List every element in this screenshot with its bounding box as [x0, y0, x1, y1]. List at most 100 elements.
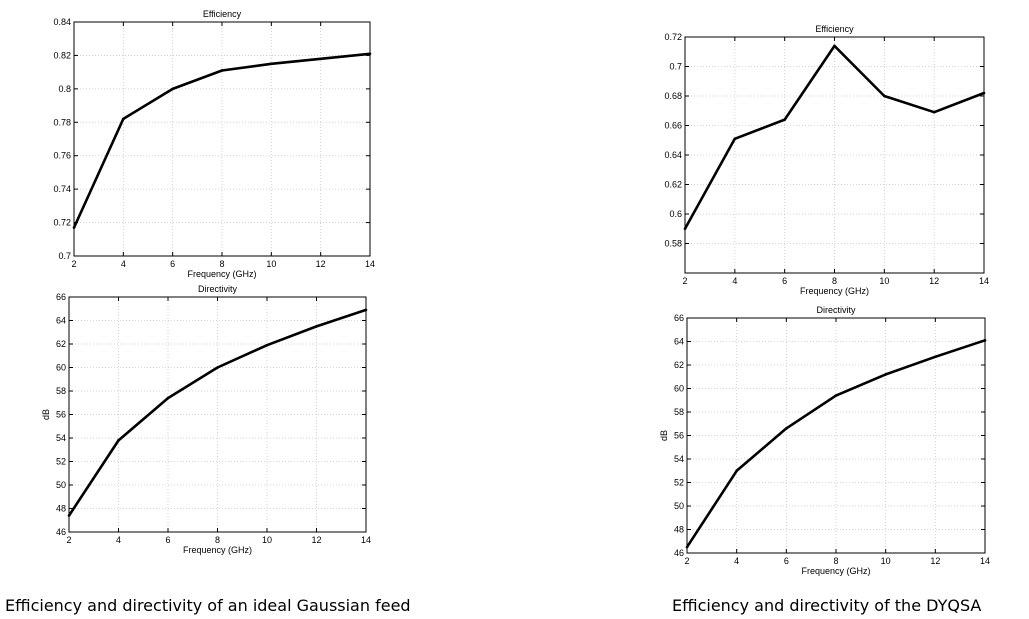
y-tick-label: 48 [674, 525, 684, 535]
y-tick-label: 66 [674, 313, 684, 323]
y-axis-label: dB [41, 409, 51, 420]
x-tick-label: 14 [979, 276, 989, 286]
data-point [265, 343, 269, 347]
x-tick-label: 12 [311, 535, 321, 545]
y-tick-label: 0.72 [53, 218, 71, 228]
y-tick-label: 62 [674, 360, 684, 370]
y-tick-label: 0.72 [664, 32, 682, 42]
x-tick-label: 12 [316, 259, 326, 269]
x-tick-label: 8 [215, 535, 220, 545]
x-tick-label: 6 [170, 259, 175, 269]
x-tick-label: 8 [219, 259, 224, 269]
x-tick-label: 14 [980, 556, 990, 566]
y-tick-label: 66 [56, 292, 66, 302]
data-point [683, 227, 687, 231]
chart-title: Efficiency [203, 9, 242, 19]
x-tick-label: 10 [879, 276, 889, 286]
y-tick-label: 50 [56, 480, 66, 490]
y-tick-label: 0.58 [664, 239, 682, 249]
data-point [67, 514, 71, 517]
y-tick-label: 60 [56, 363, 66, 373]
x-tick-label: 2 [682, 276, 687, 286]
data-point [884, 373, 887, 376]
data-point [685, 545, 689, 549]
y-tick-label: 0.76 [53, 151, 71, 161]
data-point [883, 94, 886, 98]
data-point [171, 87, 174, 91]
data-point [166, 396, 170, 400]
y-tick-label: 0.7 [58, 251, 71, 261]
data-point [319, 57, 322, 61]
y-tick-label: 64 [674, 337, 684, 347]
dyqsa-directivity-chart: 2 4 6 8 10 12 144648505254565860626466Directiv… [659, 305, 990, 576]
y-tick-label: 0.68 [664, 91, 682, 101]
data-point [932, 110, 936, 114]
gaussian-efficiency-chart: 2 4 6 8 10 12 14 0.7 0.72 0.74 0.76 0.78 0.8 0.82 0.84… [53, 9, 375, 279]
caption-gaussian-feed: Efficiency and directivity of an ideal G… [5, 596, 411, 615]
y-tick-label: 48 [56, 504, 66, 514]
x-tick-label: 2 [71, 259, 76, 269]
y-tick-label: 0.8 [58, 84, 71, 94]
y-tick-label: 46 [56, 527, 66, 537]
x-tick-label: 4 [734, 556, 739, 566]
x-tick-label: 6 [784, 556, 789, 566]
x-tick-label: 12 [930, 556, 940, 566]
data-point [368, 52, 372, 56]
y-tick-label: 46 [674, 548, 684, 558]
y-axis-label: dB [659, 430, 669, 441]
x-tick-label: 4 [121, 259, 126, 269]
data-point [216, 366, 219, 369]
gaussian-directivity-chart: 2 4 6 8 10 12 144648505254565860626466Directiv… [41, 284, 371, 555]
x-tick-label: 4 [116, 535, 121, 545]
y-tick-label: 0.78 [53, 117, 71, 127]
dyqsa-efficiency-chart: 2 4 6 8 10 12 14 0.58 0.6 0.62 0.64 0.66 0.68 0.7 0.72… [664, 24, 989, 296]
y-tick-label: 54 [56, 433, 66, 443]
chart-title: Directivity [198, 284, 238, 294]
y-tick-label: 58 [674, 407, 684, 417]
x-axis-label: Frequency (GHz) [801, 566, 870, 576]
y-tick-label: 0.6 [669, 209, 682, 219]
caption-dyqsa: Efficiency and directivity of the DYQSA [672, 596, 982, 615]
x-tick-label: 10 [262, 535, 272, 545]
data-point [72, 226, 76, 229]
y-tick-label: 52 [56, 457, 66, 467]
x-axis-label: Frequency (GHz) [187, 269, 256, 279]
y-tick-label: 62 [56, 339, 66, 349]
x-tick-label: 2 [684, 556, 689, 566]
x-axis-label: Frequency (GHz) [183, 545, 252, 555]
data-point [983, 339, 987, 342]
y-tick-label: 0.74 [53, 184, 71, 194]
data-point [834, 394, 838, 397]
x-tick-label: 2 [66, 535, 71, 545]
y-tick-label: 0.7 [669, 62, 682, 72]
data-point [117, 439, 120, 442]
y-tick-label: 50 [674, 501, 684, 511]
y-tick-label: 56 [56, 410, 66, 420]
y-tick-label: 54 [674, 454, 684, 464]
x-tick-label: 10 [881, 556, 891, 566]
data-point [733, 137, 737, 141]
data-point [982, 91, 986, 95]
x-tick-label: 6 [165, 535, 170, 545]
x-tick-label: 8 [832, 276, 837, 286]
data-point [270, 62, 273, 66]
data-point [735, 469, 738, 473]
y-tick-label: 58 [56, 386, 66, 396]
y-tick-label: 60 [674, 384, 684, 394]
chart-title: Efficiency [815, 24, 854, 34]
x-tick-label: 12 [929, 276, 939, 286]
data-point [315, 325, 318, 328]
data-point [934, 355, 937, 359]
data-point [783, 118, 786, 121]
x-tick-label: 14 [361, 535, 371, 545]
y-tick-label: 0.82 [53, 50, 71, 60]
y-tick-label: 64 [56, 316, 66, 326]
x-tick-label: 4 [732, 276, 737, 286]
y-tick-label: 0.66 [664, 121, 682, 131]
data-point [785, 427, 788, 430]
y-tick-label: 0.62 [664, 180, 682, 190]
x-tick-label: 6 [782, 276, 787, 286]
x-tick-label: 8 [833, 556, 838, 566]
data-point [122, 117, 125, 121]
